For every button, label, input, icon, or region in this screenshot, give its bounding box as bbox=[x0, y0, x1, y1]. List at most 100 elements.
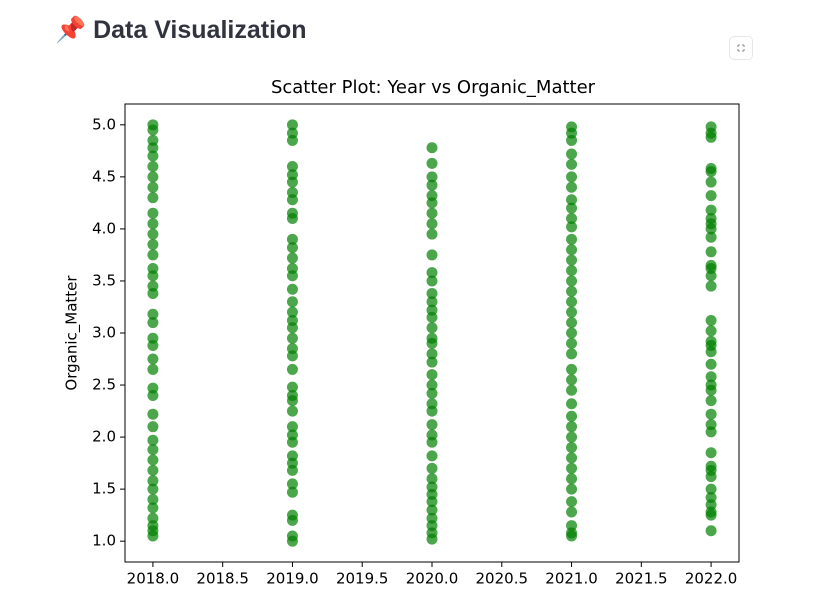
point bbox=[705, 460, 717, 472]
point bbox=[426, 379, 438, 391]
point bbox=[705, 270, 717, 282]
point bbox=[426, 398, 438, 410]
point bbox=[705, 262, 717, 274]
point bbox=[286, 457, 298, 469]
point bbox=[566, 134, 578, 146]
chart-title: Scatter Plot: Year vs Organic_Matter bbox=[271, 77, 596, 98]
point bbox=[566, 202, 578, 214]
point bbox=[286, 450, 298, 462]
point bbox=[566, 254, 578, 266]
point bbox=[705, 419, 717, 431]
point bbox=[566, 213, 578, 224]
point bbox=[566, 306, 578, 318]
point bbox=[286, 343, 298, 355]
point bbox=[426, 504, 438, 516]
point bbox=[147, 192, 159, 204]
point bbox=[566, 337, 578, 349]
point bbox=[147, 181, 159, 193]
point bbox=[286, 169, 298, 181]
point bbox=[566, 171, 578, 183]
point bbox=[426, 207, 438, 219]
point bbox=[286, 389, 298, 401]
expand-icon bbox=[737, 44, 745, 52]
point bbox=[286, 381, 298, 393]
point bbox=[286, 283, 298, 295]
y-tick-label: 5.0 bbox=[92, 115, 116, 133]
point bbox=[566, 421, 578, 433]
point bbox=[286, 194, 298, 206]
y-tick-label: 2.5 bbox=[92, 376, 116, 394]
point bbox=[147, 454, 159, 466]
point bbox=[286, 160, 298, 172]
point bbox=[147, 171, 159, 183]
point bbox=[426, 496, 438, 508]
point bbox=[705, 280, 717, 292]
point bbox=[147, 353, 159, 365]
point bbox=[566, 348, 578, 360]
point bbox=[566, 363, 578, 375]
point bbox=[566, 473, 578, 485]
point bbox=[286, 127, 298, 139]
point bbox=[705, 204, 717, 216]
point bbox=[147, 502, 159, 514]
point bbox=[705, 218, 717, 230]
point bbox=[426, 249, 438, 261]
point bbox=[286, 363, 298, 375]
point bbox=[147, 270, 159, 282]
point bbox=[286, 486, 298, 498]
point bbox=[147, 444, 159, 456]
point bbox=[426, 462, 438, 474]
point bbox=[705, 325, 717, 337]
point bbox=[147, 287, 159, 299]
point bbox=[705, 471, 717, 483]
point bbox=[705, 315, 717, 327]
fullscreen-button[interactable] bbox=[729, 36, 753, 60]
point bbox=[286, 405, 298, 417]
point bbox=[566, 506, 578, 518]
point bbox=[286, 186, 298, 198]
point bbox=[286, 119, 298, 131]
point bbox=[147, 408, 159, 420]
point bbox=[566, 462, 578, 474]
point bbox=[147, 262, 159, 274]
point bbox=[147, 142, 159, 154]
point bbox=[566, 194, 578, 206]
point bbox=[705, 166, 717, 178]
point bbox=[147, 389, 159, 401]
point bbox=[147, 207, 159, 219]
point bbox=[705, 426, 717, 438]
point bbox=[566, 327, 578, 339]
point bbox=[705, 491, 717, 503]
point bbox=[426, 337, 438, 349]
point bbox=[286, 252, 298, 264]
point bbox=[286, 535, 298, 547]
point bbox=[705, 176, 717, 188]
point bbox=[286, 436, 298, 448]
point bbox=[426, 197, 438, 209]
point bbox=[566, 317, 578, 329]
point bbox=[705, 379, 717, 391]
point bbox=[705, 121, 717, 133]
point bbox=[147, 382, 159, 394]
point bbox=[147, 525, 159, 537]
x-tick-label: 2019.0 bbox=[266, 570, 319, 588]
page-title: 📌 Data Visualization bbox=[55, 16, 307, 44]
point bbox=[566, 181, 578, 193]
point bbox=[147, 280, 159, 292]
point bbox=[566, 244, 578, 256]
point bbox=[147, 475, 159, 487]
point bbox=[286, 332, 298, 344]
point bbox=[426, 296, 438, 308]
point bbox=[426, 190, 438, 202]
point bbox=[147, 150, 159, 162]
point bbox=[286, 315, 298, 327]
point bbox=[286, 509, 298, 521]
point bbox=[286, 322, 298, 334]
point bbox=[705, 259, 717, 271]
point bbox=[705, 447, 717, 459]
point bbox=[426, 157, 438, 169]
point bbox=[566, 398, 578, 410]
point bbox=[147, 160, 159, 172]
point bbox=[705, 525, 717, 537]
point bbox=[147, 218, 159, 230]
